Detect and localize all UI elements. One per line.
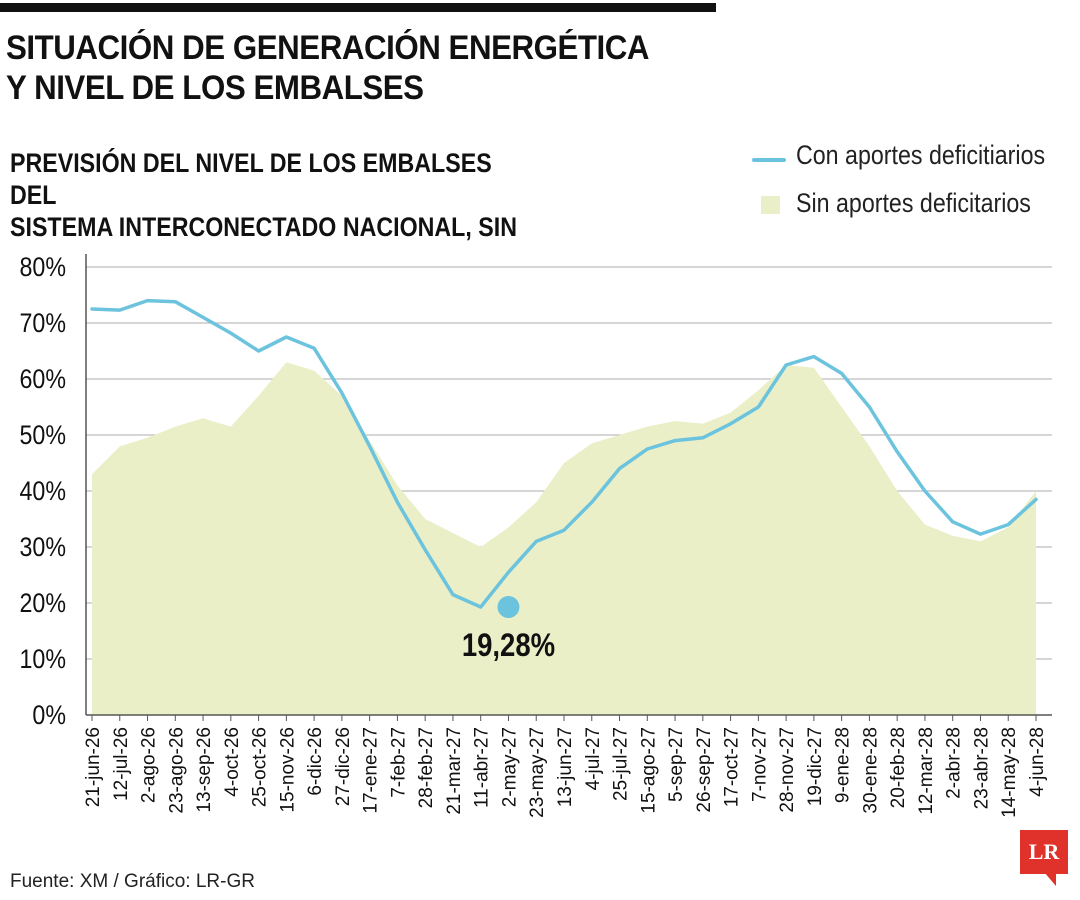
y-tick-label: 60% [20,364,66,394]
x-tick-label: 20-feb-28 [888,727,909,808]
chart-subtitle-line1: PREVISIÓN DEL NIVEL DE LOS EMBALSES DEL [10,148,492,210]
x-tick-label: 7-nov-27 [749,727,770,802]
x-tick-label: 12-jul-26 [111,727,132,801]
chart-legend: Con aportes deficitiarios Sin aportes de… [752,138,1072,234]
y-tick-label: 80% [20,252,66,282]
lr-logo-tail [1044,872,1056,886]
x-tick-label: 25-jul-27 [611,727,632,801]
x-tick-label: 4-jun-28 [1027,727,1048,797]
x-tick-label: 23-abr-28 [971,727,992,809]
x-tick-label: 2-may-27 [499,727,520,807]
line-series-con-aportes [90,298,1038,609]
y-tick-label: 40% [20,476,66,506]
label-layer: 0% 10% 20% 30% 40% 50% 60% 70% 80% 21-jun-26 12-ju… [20,252,1048,817]
x-tick-label: 17-oct-27 [722,727,743,807]
chart-subtitle: PREVISIÓN DEL NIVEL DE LOS EMBALSES DEL … [10,147,543,243]
x-tick-label: 11-abr-27 [472,727,493,808]
area-layer [92,362,1036,715]
main-title-line2: Y NIVEL DE LOS EMBALSES [6,69,424,107]
minimum-point-label: 19,28% [462,628,555,663]
x-tick-label: 28-nov-27 [777,727,798,813]
x-tick-label: 30-ene-28 [860,727,881,814]
x-tick-label: 6-dic-26 [305,727,326,796]
y-tick-label: 50% [20,420,66,450]
x-tick-label: 28-feb-27 [416,727,437,808]
x-tick-label: 2-ago-26 [139,727,160,803]
x-tick-label: 21-jun-26 [83,727,104,807]
y-tick-label: 20% [20,588,66,618]
legend-item-area: Sin aportes deficitarios [752,186,1072,234]
top-rule [0,3,716,12]
x-tick-label: 4-oct-26 [222,727,243,797]
chart-subtitle-line2: SISTEMA INTERCONECTADO NACIONAL, SIN [10,212,517,242]
legend-item-line: Con aportes deficitiarios [752,138,1072,186]
x-tick-label: 14-may-28 [999,727,1020,818]
main-title-line1: SITUACIÓN DE GENERACIÓN ENERGÉTICA [6,29,650,67]
y-tick-label: 0% [32,700,66,730]
x-tick-label: 15-nov-26 [277,727,298,813]
x-tick-label: 7-feb-27 [388,727,409,798]
area-series-sin-aportes [92,362,1036,715]
y-tick-label: 70% [20,308,66,338]
x-tick-label: 17-ene-27 [361,727,382,814]
x-tick-label: 2-abr-28 [944,727,965,799]
legend-area-swatch [761,196,780,214]
x-tick-label: 5-sep-27 [666,727,687,802]
x-tick-label: 13-jun-27 [555,727,576,807]
x-tick-label: 19-dic-27 [805,727,826,806]
source-note: Fuente: XM / Gráfico: LR-GR [10,871,255,892]
lr-logo: LR [1020,830,1068,874]
x-tick-label: 23-may-27 [527,727,548,818]
x-tick-label: 21-mar-27 [444,727,465,815]
x-tick-label: 12-mar-28 [916,727,937,815]
legend-line-label: Con aportes deficitiarios [796,140,1046,170]
x-tick-label: 26-sep-27 [694,727,715,813]
main-title: SITUACIÓN DE GENERACIÓN ENERGÉTICA Y NIV… [6,28,687,108]
x-tick-label: 23-ago-26 [166,727,187,814]
x-tick-label: 15-ago-27 [638,727,659,814]
x-tick-label: 25-oct-26 [250,727,271,807]
legend-area-label: Sin aportes deficitarios [796,188,1031,218]
y-tick-label: 30% [20,532,66,562]
line-layer [90,298,1038,619]
legend-line-swatch [752,158,786,162]
reservoir-level-chart: 0% 10% 20% 30% 40% 50% 60% 70% 80% 21-jun-26 12-ju… [20,252,1052,818]
y-tick-label: 10% [20,644,66,674]
x-tick-label: 9-ene-28 [833,727,854,803]
minimum-point-marker [497,596,520,619]
x-tick-label: 4-jul-27 [583,727,604,790]
axis-layer [85,254,1052,721]
x-tick-label: 27-dic-26 [333,727,354,806]
x-tick-label: 13-sep-26 [194,727,215,813]
